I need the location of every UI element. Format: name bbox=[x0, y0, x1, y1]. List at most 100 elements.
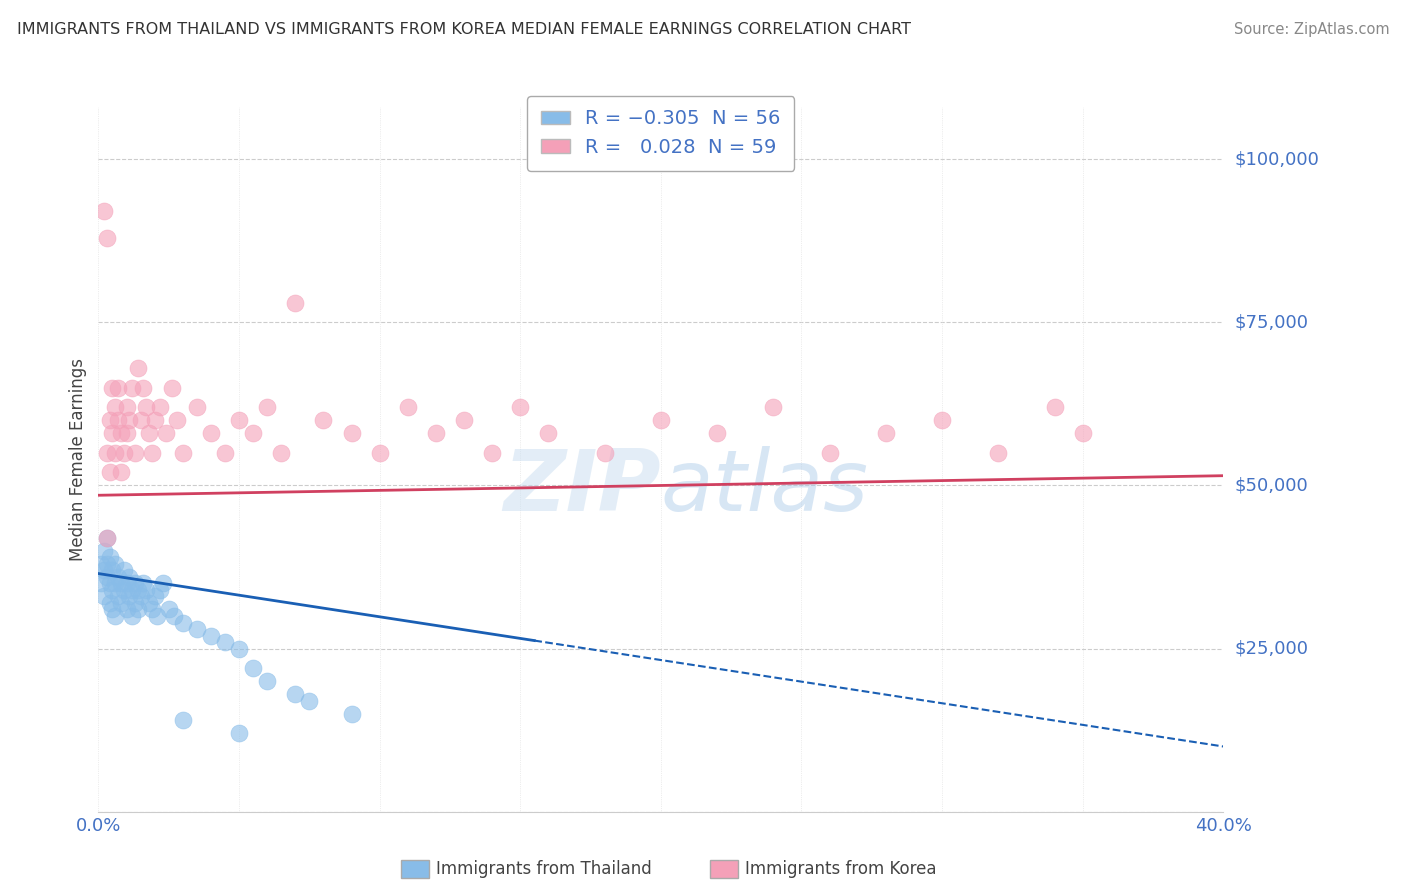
Point bbox=[112, 563, 135, 577]
Point bbox=[124, 596, 146, 610]
Point bbox=[163, 609, 186, 624]
Point bbox=[200, 426, 222, 441]
Point bbox=[121, 381, 143, 395]
Point bbox=[186, 400, 208, 414]
Point bbox=[762, 400, 785, 414]
Point bbox=[228, 726, 250, 740]
Point bbox=[104, 400, 127, 414]
Point bbox=[312, 413, 335, 427]
Point bbox=[172, 446, 194, 460]
Point bbox=[340, 426, 363, 441]
Point bbox=[101, 582, 124, 597]
Point bbox=[90, 557, 112, 571]
Point bbox=[141, 602, 163, 616]
Point bbox=[931, 413, 953, 427]
Point bbox=[166, 413, 188, 427]
Point bbox=[340, 706, 363, 721]
Point bbox=[110, 466, 132, 480]
Point bbox=[481, 446, 503, 460]
Point bbox=[135, 400, 157, 414]
Point bbox=[112, 582, 135, 597]
Point bbox=[93, 563, 115, 577]
Point bbox=[152, 576, 174, 591]
Point bbox=[396, 400, 419, 414]
Text: Source: ZipAtlas.com: Source: ZipAtlas.com bbox=[1233, 22, 1389, 37]
Text: $75,000: $75,000 bbox=[1234, 313, 1309, 331]
Point bbox=[101, 602, 124, 616]
Point bbox=[127, 582, 149, 597]
Point bbox=[96, 446, 118, 460]
Text: Immigrants from Korea: Immigrants from Korea bbox=[745, 860, 936, 878]
Point bbox=[115, 602, 138, 616]
Point bbox=[101, 381, 124, 395]
Text: $50,000: $50,000 bbox=[1234, 476, 1308, 494]
Point bbox=[593, 446, 616, 460]
Point bbox=[96, 557, 118, 571]
Point bbox=[104, 557, 127, 571]
Point bbox=[132, 381, 155, 395]
Point bbox=[96, 531, 118, 545]
Point bbox=[112, 446, 135, 460]
Point bbox=[143, 590, 166, 604]
Point bbox=[138, 596, 160, 610]
Point bbox=[118, 413, 141, 427]
Point bbox=[98, 466, 121, 480]
Point bbox=[98, 550, 121, 565]
Point bbox=[129, 413, 152, 427]
Point bbox=[93, 590, 115, 604]
Point bbox=[270, 446, 292, 460]
Point bbox=[110, 426, 132, 441]
Point bbox=[104, 609, 127, 624]
Point bbox=[160, 381, 183, 395]
Point bbox=[537, 426, 560, 441]
Point bbox=[93, 204, 115, 219]
Point bbox=[157, 602, 180, 616]
Point bbox=[214, 446, 236, 460]
Point bbox=[284, 687, 307, 701]
Point bbox=[121, 582, 143, 597]
Point bbox=[146, 609, 169, 624]
Point bbox=[107, 381, 129, 395]
Point bbox=[127, 602, 149, 616]
Point bbox=[155, 426, 177, 441]
Text: atlas: atlas bbox=[661, 446, 869, 529]
Point bbox=[104, 576, 127, 591]
Point bbox=[110, 596, 132, 610]
Point bbox=[98, 413, 121, 427]
Point bbox=[115, 576, 138, 591]
Text: $25,000: $25,000 bbox=[1234, 640, 1309, 657]
Point bbox=[98, 596, 121, 610]
Point bbox=[1043, 400, 1066, 414]
Point bbox=[1071, 426, 1094, 441]
Point bbox=[115, 400, 138, 414]
Point bbox=[101, 563, 124, 577]
Point bbox=[96, 570, 118, 584]
Point bbox=[132, 576, 155, 591]
Point bbox=[96, 531, 118, 545]
Point bbox=[118, 570, 141, 584]
Point bbox=[143, 413, 166, 427]
Point bbox=[284, 295, 307, 310]
Point bbox=[93, 543, 115, 558]
Point bbox=[200, 628, 222, 642]
Point bbox=[121, 609, 143, 624]
Point bbox=[104, 446, 127, 460]
Point bbox=[124, 576, 146, 591]
Point bbox=[135, 582, 157, 597]
Point bbox=[118, 590, 141, 604]
Point bbox=[875, 426, 897, 441]
Point bbox=[186, 622, 208, 636]
Point bbox=[107, 590, 129, 604]
Point bbox=[101, 426, 124, 441]
Point bbox=[425, 426, 447, 441]
Point bbox=[298, 694, 321, 708]
Point bbox=[242, 426, 264, 441]
Point bbox=[96, 230, 118, 244]
Y-axis label: Median Female Earnings: Median Female Earnings bbox=[69, 358, 87, 561]
Point bbox=[141, 446, 163, 460]
Point bbox=[228, 641, 250, 656]
Point bbox=[124, 446, 146, 460]
Point bbox=[368, 446, 391, 460]
Point bbox=[256, 674, 278, 689]
Point bbox=[228, 413, 250, 427]
